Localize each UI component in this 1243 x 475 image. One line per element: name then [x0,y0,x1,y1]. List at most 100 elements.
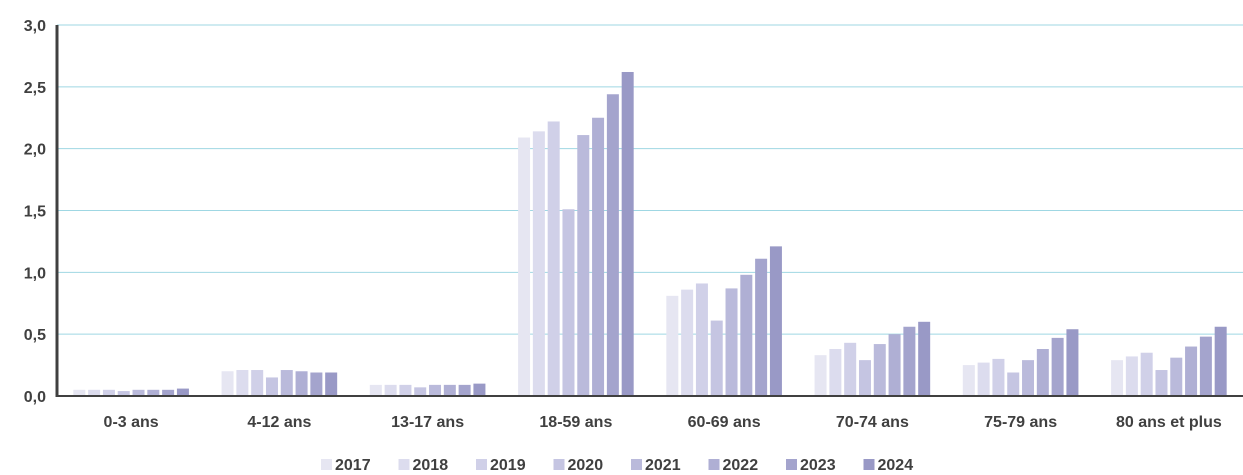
bar [147,389,160,396]
bar [1140,352,1153,396]
bar [903,326,916,396]
bars [73,71,1227,397]
bar [414,387,427,396]
legend-label: 2023 [800,457,836,474]
bar [577,135,590,396]
y-tick-label: 1,0 [24,265,46,282]
x-axis-category-labels: 0-3 ans 4-12 ans 13-17 ans 18-59 ans 60-69 a… [104,414,1222,431]
bar [443,384,456,396]
legend-label: 2024 [878,457,914,474]
bar [280,370,293,396]
x-category-label: 75-79 ans [984,414,1057,431]
legend-label: 2021 [645,457,681,474]
bar [725,288,738,396]
bar [117,391,130,396]
bar [1051,337,1064,396]
bar [621,71,634,396]
legend-swatch [631,459,642,470]
bar [681,289,694,396]
bar [73,389,86,396]
legend-swatch [863,459,875,470]
bar [1007,372,1020,396]
legend-swatch [476,459,487,470]
legend: 2017 2018 2019 2020 2021 2022 2023 2024 [321,457,913,474]
bar [473,383,486,396]
bar [740,274,753,396]
bar [1185,346,1198,396]
bar [695,283,708,396]
x-category-label: 13-17 ans [391,414,464,431]
x-category-label: 70-74 ans [836,414,909,431]
bar [606,94,619,397]
bar [562,209,575,396]
legend-label: 2020 [568,457,604,474]
bar [858,360,871,396]
y-tick-label: 2,5 [24,80,46,97]
bar [962,365,975,396]
bar [829,349,842,396]
x-category-label: 60-69 ans [688,414,761,431]
bar [295,371,308,396]
legend-label: 2022 [723,457,759,474]
bar [1111,360,1124,396]
bar [532,131,545,396]
bar [1125,356,1138,396]
bar [769,246,782,396]
legend-item: 2017 [321,457,371,474]
bar [132,389,145,396]
bar [236,370,249,396]
bar [221,371,234,396]
legend-item: 2023 [786,457,836,474]
bar [102,389,115,396]
legend-item: 2024 [863,457,914,474]
bar [918,321,931,396]
x-category-label: 0-3 ans [104,414,159,431]
y-tick-label: 2,0 [24,142,46,159]
bar [251,370,264,396]
bar [1022,360,1035,396]
legend-swatch [398,459,410,470]
bar [458,384,471,396]
bar [384,384,397,396]
bar [369,384,382,396]
bar [325,372,338,396]
bar [844,342,857,396]
bar [873,344,886,396]
bar [1199,336,1212,396]
bar [888,334,901,396]
bar [1214,326,1227,396]
bar [666,295,679,396]
bar [399,384,412,396]
bar [755,258,768,396]
legend-label: 2018 [413,457,449,474]
bar [162,389,175,396]
legend-item: 2018 [398,457,449,474]
bar [592,117,605,396]
x-category-label: 80 ans et plus [1116,414,1222,431]
y-tick-label: 1,5 [24,204,46,221]
bar [1036,349,1049,396]
bar [977,362,990,396]
bar [429,384,442,396]
bar [710,320,723,396]
y-tick-label: 0,0 [24,389,46,406]
legend-swatch [553,459,565,470]
bar [310,372,323,396]
legend-item: 2022 [708,457,759,474]
bar [814,355,827,396]
legend-item: 2019 [476,457,526,474]
y-axis-tick-labels: 0,0 0,5 1,0 1,5 2,0 2,5 3,0 [24,18,46,406]
bar [992,358,1005,396]
legend-item: 2021 [631,457,681,474]
y-tick-label: 3,0 [24,18,46,35]
bar [1155,370,1168,396]
x-category-label: 4-12 ans [247,414,311,431]
legend-label: 2017 [335,457,371,474]
bar [518,137,531,396]
bar [88,389,101,396]
legend-swatch [786,459,797,470]
y-tick-label: 0,5 [24,327,46,344]
bar [265,377,278,396]
bar [547,121,560,397]
